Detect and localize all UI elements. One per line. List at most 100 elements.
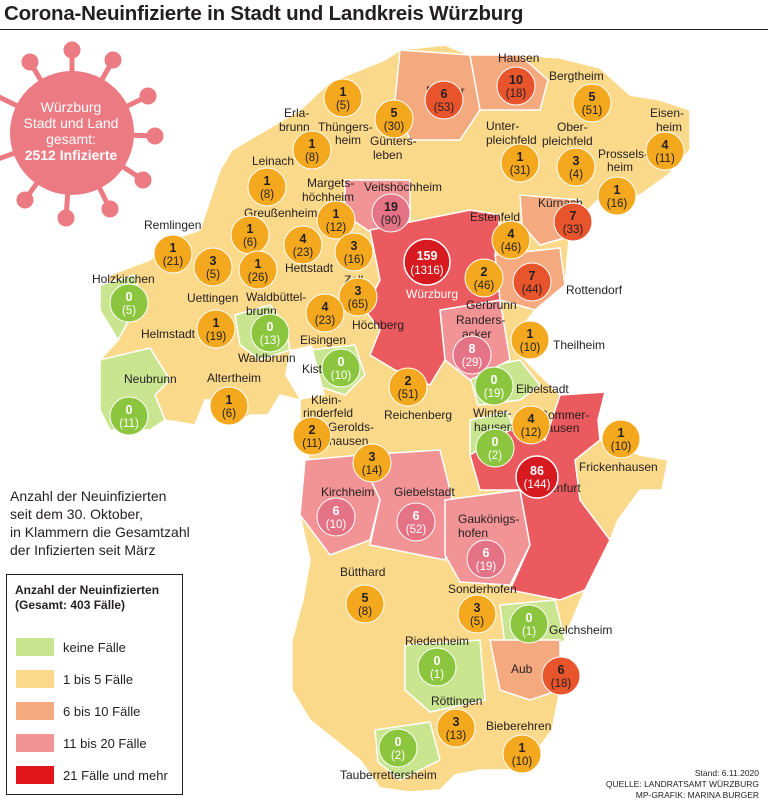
svg-text:(5): (5) [470, 616, 484, 628]
label-reichenberg: Reichenberg [384, 408, 452, 422]
svg-text:(5): (5) [206, 269, 220, 281]
label-kist: Kist [302, 362, 323, 376]
callout-line4: 2512 Infizierte [24, 147, 118, 163]
svg-text:3: 3 [351, 239, 358, 253]
svg-text:1: 1 [517, 150, 524, 164]
bubble-bergtheim: 5(51) [572, 83, 612, 123]
label-kleinrinderfeld-b: rinderfeld [303, 406, 353, 420]
svg-text:1: 1 [614, 183, 621, 197]
label-roettingen: Röttingen [431, 694, 482, 708]
label-remlingen: Remlingen [144, 218, 201, 232]
svg-text:4: 4 [300, 232, 307, 246]
bubble-kist: 0(10) [321, 348, 361, 388]
label-guentersleben-a: Günters- [370, 134, 417, 148]
bubble-wuerzburg: 159 (1316) [403, 238, 451, 286]
svg-text:7: 7 [529, 269, 536, 283]
legend-item-none: keine Fälle [16, 638, 126, 656]
bubble-margetshoechheim: 1(12) [316, 200, 356, 240]
svg-text:1: 1 [213, 316, 220, 330]
label-kirchheim: Kirchheim [321, 485, 374, 499]
legend-title: Anzahl der Neuinfizierten [15, 583, 160, 597]
svg-text:(51): (51) [582, 105, 603, 117]
legend-label-none: keine Fälle [63, 639, 126, 655]
label-uettingen: Uettingen [187, 291, 238, 305]
bubble-thuengersheim: 5(30) [374, 99, 414, 139]
bubble-estenfeld: 4(46) [491, 220, 531, 260]
bubble-helmstadt: 1(19) [196, 309, 236, 349]
svg-text:8: 8 [469, 342, 476, 356]
label-winterhausen-a: Winter- [473, 406, 512, 420]
svg-text:3: 3 [474, 601, 481, 615]
svg-text:(53): (53) [434, 102, 455, 114]
svg-text:(1): (1) [430, 669, 444, 681]
svg-text:2: 2 [481, 265, 488, 279]
svg-text:1: 1 [255, 257, 262, 271]
svg-text:(12): (12) [521, 427, 542, 439]
svg-text:(5): (5) [336, 100, 350, 112]
legend-swatch-mid [16, 702, 54, 720]
svg-text:(29): (29) [462, 357, 483, 369]
label-geroldshausen-a: Gerolds- [328, 420, 374, 434]
svg-text:3: 3 [453, 715, 460, 729]
label-bergtheim: Bergtheim [549, 69, 604, 83]
bubble-zell: 3(16) [334, 232, 374, 272]
label-eisenheim-b: heim [656, 120, 682, 134]
bubble-ochsenfurt: 86(144) [515, 455, 559, 499]
svg-text:(23): (23) [293, 247, 314, 259]
label-riedenheim: Riedenheim [405, 634, 469, 648]
svg-text:6: 6 [483, 546, 490, 560]
bubble-giebelstadt: 6(52) [396, 502, 436, 542]
svg-text:(19): (19) [476, 561, 497, 573]
svg-text:4: 4 [528, 412, 535, 426]
label-randersacker-a: Randers- [456, 313, 505, 327]
svg-text:19: 19 [384, 200, 398, 214]
bubble-aub: 6(18) [541, 656, 581, 696]
bubble-waldbrunn: 0(13) [250, 313, 290, 353]
svg-text:(14): (14) [362, 465, 383, 477]
svg-text:(16): (16) [344, 254, 365, 266]
label-geroldshausen-b: hausen [329, 434, 368, 448]
svg-text:1: 1 [309, 137, 316, 151]
svg-text:3: 3 [573, 154, 580, 168]
callout-line3: gesamt: [46, 131, 96, 147]
label-eisingen: Eisingen [300, 333, 346, 347]
svg-text:0: 0 [434, 654, 441, 668]
bubble-rottendorf: 7(44) [512, 262, 552, 302]
svg-text:(46): (46) [474, 280, 495, 292]
label-greussenheim: Greußenheim [244, 206, 317, 220]
svg-text:3: 3 [210, 254, 217, 268]
bubble-sonderhofen: 3(5) [457, 594, 497, 634]
svg-text:(26): (26) [248, 272, 269, 284]
svg-text:(51): (51) [398, 389, 419, 401]
svg-text:6: 6 [333, 504, 340, 518]
svg-text:1: 1 [333, 207, 340, 221]
label-margets-b: höchheim [302, 190, 354, 204]
bubble-hausen: 10(18) [496, 66, 536, 106]
legend-swatch-low [16, 670, 54, 688]
bubble-kleinrinderfeld: 2(11) [292, 416, 332, 456]
label-veitshoechheim: Veitshöchheim [364, 180, 442, 194]
label-gerbrunn: Gerbrunn [466, 298, 517, 312]
bubble-erlabrunn: 1(5) [323, 78, 363, 118]
label-eibelstadt: Eibelstadt [516, 382, 569, 396]
bubble-remlingen: 1(21) [153, 234, 193, 274]
svg-text:(30): (30) [384, 121, 405, 133]
svg-text:0: 0 [491, 373, 498, 387]
bubble-frickenhausen: 1(10) [601, 419, 641, 459]
label-hettstadt: Hettstadt [285, 261, 334, 275]
legend-swatch-high [16, 734, 54, 752]
svg-text:1: 1 [226, 393, 233, 407]
label-erlabrunn-a: Erla- [284, 106, 309, 120]
svg-text:(65): (65) [348, 299, 369, 311]
bubble-kuernach: 7(33) [553, 202, 593, 242]
bubble-veitshoechheim: 19(90) [371, 193, 411, 233]
bubble-gerbrunn: 2(46) [464, 258, 504, 298]
label-unterpleichfeld-a: Unter- [486, 119, 519, 133]
callout-line1: Würzburg [40, 99, 102, 115]
svg-text:(23): (23) [315, 315, 336, 327]
bubble-holzkirchen: 0(5) [109, 283, 149, 323]
legend-item-top: 21 Fälle und mehr [16, 766, 168, 784]
explanation-line2: seit dem 30. Oktober, [10, 506, 144, 522]
svg-text:3: 3 [355, 284, 362, 298]
